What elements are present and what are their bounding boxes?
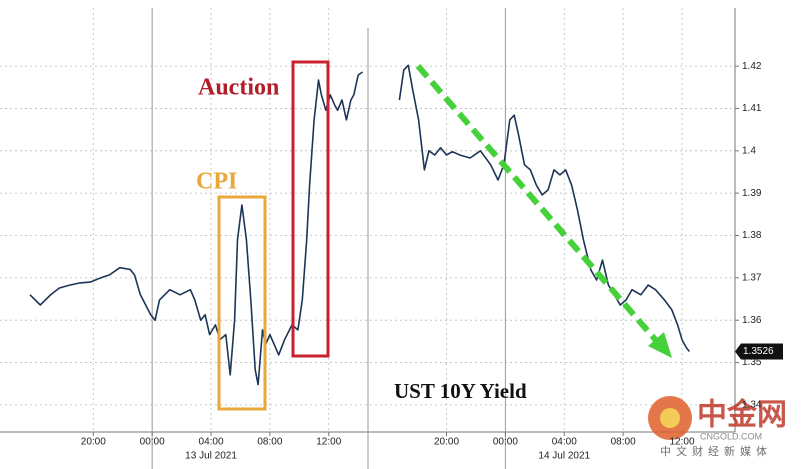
y-tick-label: 1.41 [742,103,762,114]
auction-box [291,60,330,358]
y-tick-label: 1.39 [742,188,762,199]
x-tick-label: 12:00 [669,437,694,448]
x-tick-label: 08:00 [257,437,282,448]
y-tick-label: 1.34 [742,400,762,411]
date-label: 13 Jul 2021 [185,451,237,462]
auction-label: Auction [198,75,279,101]
trend-arrowhead [648,332,672,358]
line-series [29,64,691,386]
y-tick-label: 1.38 [742,230,762,241]
x-tick-label: 00:00 [493,437,518,448]
watermark-url: CNGOLD.COM [700,431,762,441]
x-tick-label: 08:00 [611,437,636,448]
watermark-slogan: 中文财经新媒体 [660,444,772,458]
y-tick-label: 1.37 [742,272,762,283]
date-label: 14 Jul 2021 [538,451,590,462]
watermark-logo-inner [660,408,680,428]
y-tick-label: 1.35 [742,357,762,368]
y-tick-label: 1.36 [742,315,762,326]
watermark: 中金网 CNGOLD.COM 中文财经新媒体 [648,396,787,458]
x-tick-label: 20:00 [81,437,106,448]
x-tick-label: 04:00 [199,437,224,448]
x-tick-label: 20:00 [434,437,459,448]
y-tick-label: 1.42 [742,61,762,72]
trend-arrow [415,64,663,347]
watermark-brand: 中金网 [697,398,787,433]
y-tick-label: 1.4 [742,145,756,156]
cpi-label: CPI [196,169,237,195]
x-tick-label: 12:00 [316,437,341,448]
x-tick-label: 00:00 [140,437,165,448]
x-tick-label: 04:00 [552,437,577,448]
chart-title: UST 10Y Yield [394,379,527,403]
last-value-tag [735,343,783,360]
cpi-box [217,195,267,411]
last-value-label: 1.3526 [743,346,774,357]
